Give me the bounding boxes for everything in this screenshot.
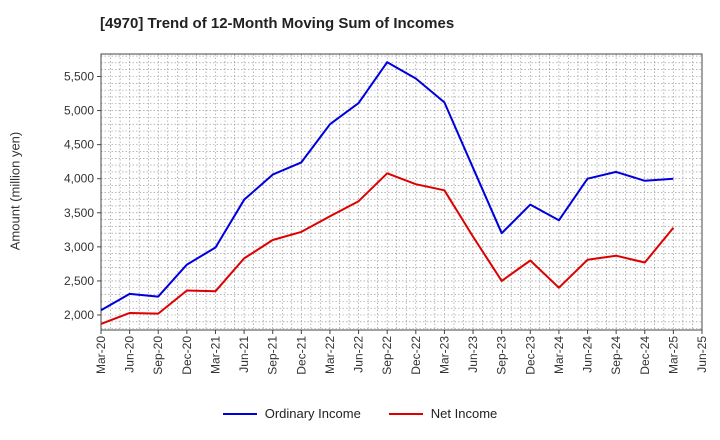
y-tick-label: 5,500 bbox=[64, 69, 94, 83]
legend-label-ordinary-income: Ordinary Income bbox=[264, 406, 361, 421]
legend-swatch-net-income bbox=[388, 412, 423, 415]
y-tick-label: 3,000 bbox=[64, 240, 94, 254]
x-tick-label: Jun-20 bbox=[123, 336, 137, 373]
y-tick-label: 3,500 bbox=[64, 206, 94, 220]
x-tick-label: Mar-20 bbox=[94, 336, 108, 374]
series-line-ordinary-income bbox=[100, 61, 674, 312]
chart-title: [4970] Trend of 12-Month Moving Sum of I… bbox=[100, 15, 455, 32]
y-tick-label: 2,000 bbox=[64, 308, 94, 322]
plot-area bbox=[100, 53, 703, 331]
y-tick-label: 4,000 bbox=[64, 172, 94, 186]
x-tick-label: Jun-21 bbox=[237, 336, 251, 373]
x-tick-label: Sep-20 bbox=[151, 336, 165, 375]
x-tick-label: Dec-20 bbox=[180, 336, 194, 375]
x-tick-label: Sep-23 bbox=[495, 336, 509, 375]
legend-swatch-ordinary-income bbox=[222, 412, 257, 415]
x-tick-label: Jun-23 bbox=[466, 336, 480, 373]
legend-label-net-income: Net Income bbox=[430, 406, 498, 421]
x-tick-label: Dec-22 bbox=[409, 336, 423, 375]
x-tick-label: Dec-24 bbox=[638, 336, 652, 375]
x-tick-label: Sep-21 bbox=[266, 336, 280, 375]
legend: Ordinary Income Net Income bbox=[0, 406, 720, 421]
legend-item-ordinary-income: Ordinary Income bbox=[222, 406, 361, 421]
y-tick-label: 2,500 bbox=[64, 274, 94, 288]
y-tick-label: 4,500 bbox=[64, 138, 94, 152]
x-tick-label: Mar-24 bbox=[552, 336, 566, 374]
x-tick-label: Jun-25 bbox=[695, 336, 709, 373]
x-tick-label: Dec-23 bbox=[523, 336, 537, 375]
x-tick-label: Sep-24 bbox=[609, 336, 623, 375]
series-line-net-income bbox=[100, 172, 675, 325]
x-tick-label: Mar-21 bbox=[208, 336, 222, 374]
y-tick-label: 5,000 bbox=[64, 104, 94, 118]
legend-item-net-income: Net Income bbox=[388, 406, 498, 421]
x-tick-label: Dec-21 bbox=[294, 336, 308, 375]
x-tick-label: Sep-22 bbox=[380, 336, 394, 375]
x-tick-label: Mar-25 bbox=[666, 336, 680, 374]
x-tick-label: Mar-23 bbox=[437, 336, 451, 374]
x-tick-label: Jun-22 bbox=[352, 336, 366, 373]
x-tick-label: Jun-24 bbox=[581, 336, 595, 373]
x-tick-label: Mar-22 bbox=[323, 336, 337, 374]
